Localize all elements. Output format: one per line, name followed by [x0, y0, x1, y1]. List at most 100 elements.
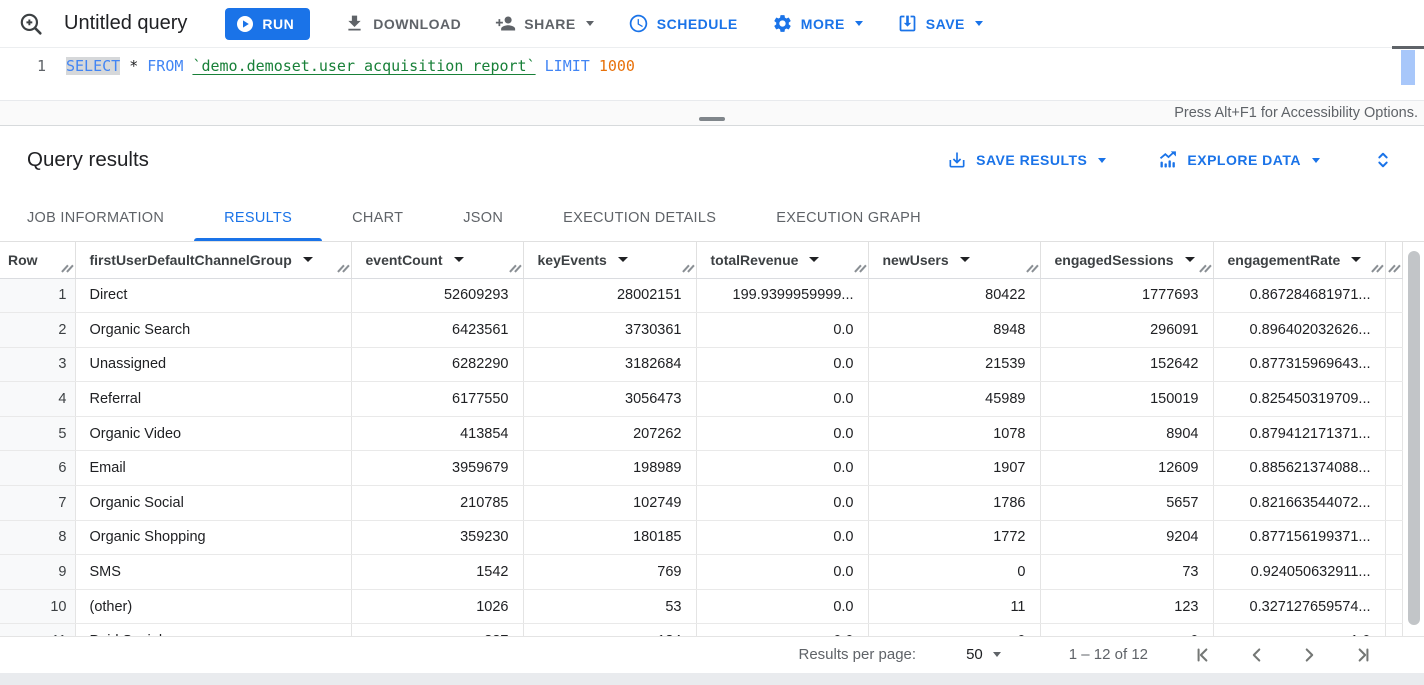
tab-json[interactable]: JSON: [433, 194, 533, 241]
schedule-label: SCHEDULE: [656, 15, 738, 32]
data-cell: 152642: [1040, 347, 1214, 383]
explore-data-label: EXPLORE DATA: [1187, 152, 1301, 168]
data-cell: 5657: [1040, 485, 1214, 521]
column-header-Row[interactable]: Row: [0, 242, 76, 279]
overflow-cell: [1385, 589, 1403, 625]
save-results-label: SAVE RESULTS: [976, 152, 1088, 168]
sql-editor[interactable]: 1 SELECT * FROM `demo.demoset.user_acqui…: [0, 46, 1424, 100]
column-menu-caret-icon[interactable]: [1351, 257, 1362, 263]
column-resize-grip[interactable]: [1388, 264, 1401, 274]
last-page-button[interactable]: [1350, 644, 1372, 666]
first-page-button[interactable]: [1194, 644, 1216, 666]
overflow-cell: [1385, 623, 1403, 636]
tab-label: EXECUTION GRAPH: [776, 209, 921, 226]
data-cell: 9204: [1040, 520, 1214, 556]
data-cell: (other): [75, 589, 352, 625]
tab-execution-graph[interactable]: EXECUTION GRAPH: [746, 194, 951, 241]
share-button[interactable]: SHARE: [495, 13, 594, 34]
column-resize-grip[interactable]: [61, 264, 74, 274]
data-cell: 0.0: [696, 416, 869, 452]
chevron-down-icon: [585, 21, 594, 26]
column-resize-grip[interactable]: [509, 264, 522, 274]
previous-page-button[interactable]: [1246, 644, 1268, 666]
sql-star: *: [129, 57, 139, 75]
column-header-eventCount[interactable]: eventCount: [351, 242, 524, 279]
results-per-page-select[interactable]: 50: [960, 645, 1007, 664]
data-cell: 0.825450319709...: [1213, 381, 1386, 417]
column-header-newUsers[interactable]: newUsers: [868, 242, 1041, 279]
column-resize-grip[interactable]: [1199, 264, 1212, 274]
results-header: Query results SAVE RESULTS EXPLORE DATA: [0, 126, 1424, 194]
run-button[interactable]: RUN: [225, 7, 311, 40]
sql-keyword-from: FROM: [147, 57, 184, 75]
next-page-button[interactable]: [1298, 644, 1320, 666]
row-number-cell: 8: [0, 520, 76, 556]
tab-label: CHART: [352, 209, 404, 226]
data-cell: 1772: [868, 520, 1041, 556]
column-resize-grip[interactable]: [682, 264, 695, 274]
overflow-cell: [1385, 554, 1403, 590]
page-range-label: 1 – 12 of 12: [1068, 646, 1148, 663]
table-scrollbar-thumb[interactable]: [1408, 251, 1420, 625]
tab-chart[interactable]: CHART: [322, 194, 433, 241]
query-toolbar: Untitled query RUN DOWNLOAD SHARE SCHE: [0, 0, 1424, 48]
panel-splitter-handle[interactable]: [699, 116, 725, 121]
save-button[interactable]: SAVE: [897, 13, 983, 34]
column-menu-caret-icon[interactable]: [617, 257, 628, 263]
row-number-cell: 3: [0, 347, 76, 383]
pagination-controls: [1194, 644, 1372, 666]
more-button[interactable]: MORE: [772, 13, 863, 34]
data-cell: Organic Social: [75, 485, 352, 521]
results-table: Row firstUserDefaultChannelGroup eventCoun…: [0, 242, 1403, 636]
query-title[interactable]: Untitled query: [64, 12, 188, 34]
collapse-panel-button[interactable]: [1372, 149, 1394, 171]
column-label: totalRevenue: [710, 251, 799, 268]
data-cell: 0.0: [696, 312, 869, 348]
sql-table-reference-link[interactable]: `demo.demoset.user_acquisition_report`: [192, 57, 536, 75]
data-cell: 0.896402032626...: [1213, 312, 1386, 348]
schedule-button[interactable]: SCHEDULE: [628, 13, 738, 34]
column-header-engagementRate[interactable]: engagementRate: [1213, 242, 1386, 279]
data-cell: 337: [351, 623, 524, 636]
column-resize-grip[interactable]: [1026, 264, 1039, 274]
sql-code-line[interactable]: SELECT * FROM `demo.demoset.user_acquisi…: [66, 55, 635, 100]
tab-job-information[interactable]: JOB INFORMATION: [0, 194, 194, 241]
column-menu-caret-icon[interactable]: [453, 257, 464, 263]
column-resize-grip[interactable]: [337, 264, 350, 274]
gear-icon: [772, 13, 793, 34]
explore-data-button[interactable]: EXPLORE DATA: [1158, 150, 1320, 170]
column-menu-caret-icon[interactable]: [809, 257, 820, 263]
tab-results[interactable]: RESULTS: [194, 194, 322, 241]
data-cell: 0: [868, 623, 1041, 636]
column-resize-grip[interactable]: [854, 264, 867, 274]
column-header-totalRevenue[interactable]: totalRevenue: [696, 242, 869, 279]
data-cell: 210785: [351, 485, 524, 521]
data-cell: Paid Social: [75, 623, 352, 636]
download-label: DOWNLOAD: [373, 15, 462, 32]
line-number: 1: [36, 57, 46, 75]
column-menu-caret-icon[interactable]: [302, 257, 313, 263]
more-label: MORE: [800, 15, 845, 32]
data-cell: 0.0: [696, 589, 869, 625]
run-label: RUN: [262, 15, 295, 32]
horizontal-scrollbar-track[interactable]: [0, 673, 1424, 685]
column-menu-caret-icon[interactable]: [959, 257, 970, 263]
editor-status-row: Press Alt+F1 for Accessibility Options.: [0, 100, 1424, 126]
row-number-cell: 6: [0, 450, 76, 487]
column-header-keyEvents[interactable]: keyEvents: [523, 242, 697, 279]
editor-scrollbar-thumb[interactable]: [1401, 50, 1415, 85]
download-button[interactable]: DOWNLOAD: [344, 13, 461, 34]
save-results-button[interactable]: SAVE RESULTS: [947, 150, 1107, 170]
data-cell: Organic Search: [75, 312, 352, 348]
tab-execution-details[interactable]: EXECUTION DETAILS: [533, 194, 746, 241]
column-header-engagedSessions[interactable]: engagedSessions: [1040, 242, 1214, 279]
column-header-firstUserDefaultChannelGroup[interactable]: firstUserDefaultChannelGroup: [75, 242, 352, 279]
results-actions: SAVE RESULTS EXPLORE DATA: [947, 149, 1394, 171]
column-menu-caret-icon[interactable]: [1184, 257, 1195, 263]
column-resize-grip[interactable]: [1371, 264, 1384, 274]
column-label: firstUserDefaultChannelGroup: [89, 251, 292, 268]
tab-label: EXECUTION DETAILS: [563, 209, 717, 226]
table-row: 10 (other) 1026 53 0.0 11 123 0.327127659574...: [0, 589, 1403, 625]
sql-keyword-select: SELECT: [66, 57, 121, 75]
column-label: eventCount: [365, 251, 443, 268]
